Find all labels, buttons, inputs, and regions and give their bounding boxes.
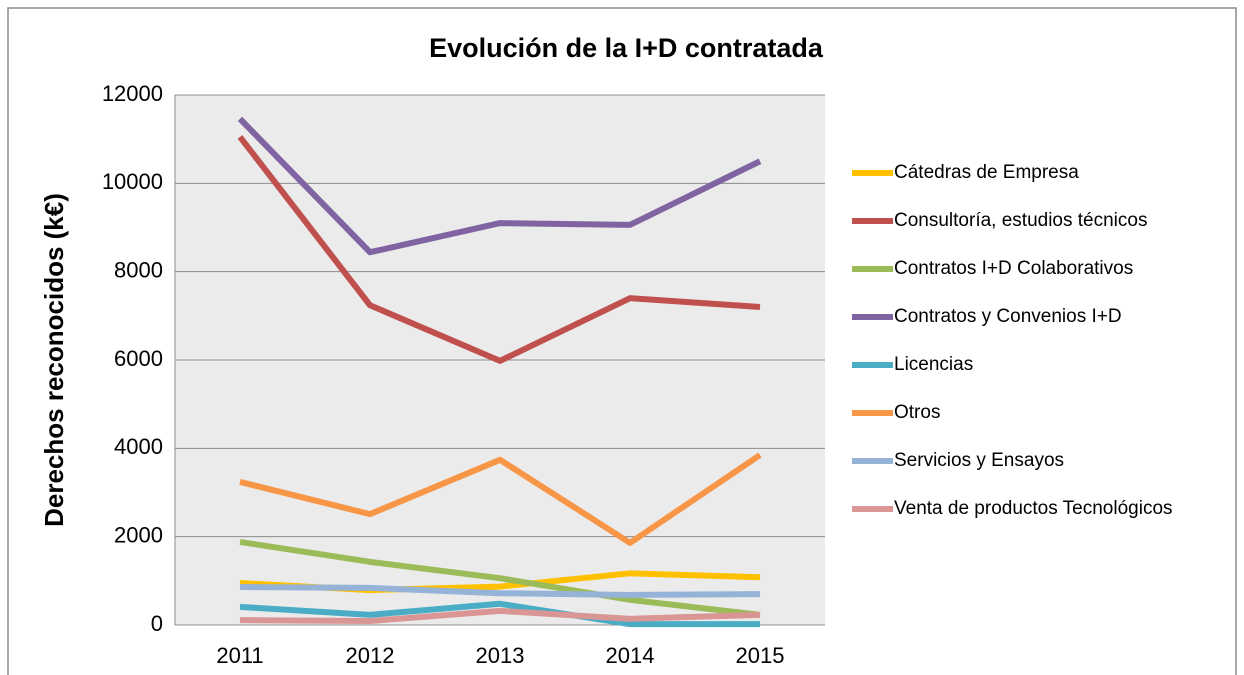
y-tick-label: 10000 <box>102 169 163 194</box>
y-tick-label: 12000 <box>102 81 163 106</box>
series-line <box>237 135 761 364</box>
y-tick-label: 2000 <box>114 522 163 547</box>
x-tick-label: 2011 <box>216 643 263 668</box>
y-tick-label: 6000 <box>114 346 163 371</box>
x-tick-label: 2014 <box>606 643 655 668</box>
x-tick-label: 2015 <box>736 643 785 668</box>
legend-label: Venta de productos Tecnológicos <box>894 498 1173 519</box>
y-tick-label: 4000 <box>114 434 163 459</box>
legend-label: Contratos y Convenios I+D <box>894 306 1122 327</box>
y-axis-label: Derechos reconocidos (k€) <box>39 193 69 527</box>
legend-label: Cátedras de Empresa <box>894 162 1079 183</box>
legend-label: Licencias <box>894 354 973 375</box>
chart-title: Evolución de la I+D contratada <box>429 33 824 63</box>
y-tick-label: 8000 <box>114 257 163 282</box>
legend-label: Servicios y Ensayos <box>894 450 1064 471</box>
legend-label: Consultoría, estudios técnicos <box>894 210 1147 231</box>
series-line <box>239 539 761 618</box>
x-tick-label: 2012 <box>346 643 395 668</box>
series-line <box>239 607 761 625</box>
series-line <box>239 584 761 598</box>
legend-label: Otros <box>894 402 940 423</box>
series-line <box>239 600 760 628</box>
x-tick-label: 2013 <box>476 643 525 668</box>
y-tick-label: 0 <box>151 611 163 636</box>
legend-label: Contratos I+D Colaborativos <box>894 258 1133 279</box>
series-line <box>239 452 762 546</box>
series-line <box>237 116 762 256</box>
